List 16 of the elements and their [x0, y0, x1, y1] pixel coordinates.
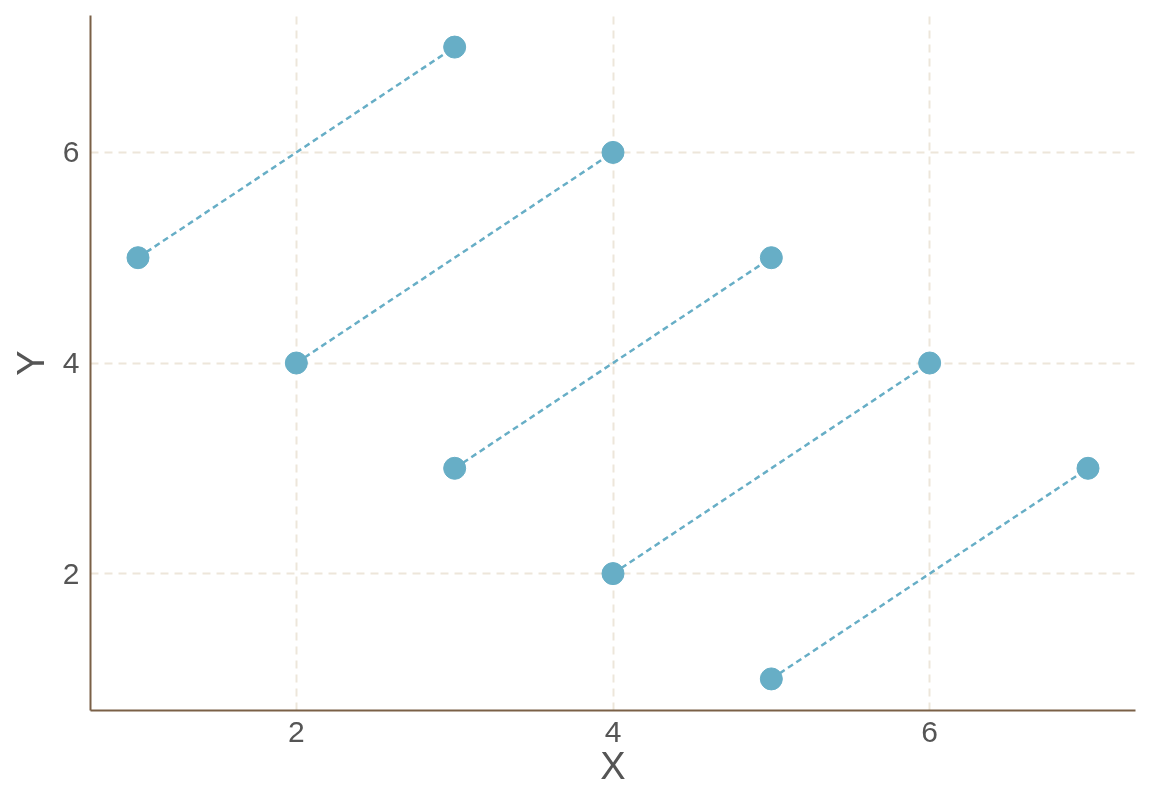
y-tick-label: 2 [62, 556, 80, 590]
point [918, 351, 942, 375]
point [759, 246, 783, 270]
point [443, 35, 467, 59]
point [1076, 456, 1100, 480]
y-tick-label: 4 [62, 346, 80, 379]
y-tick-label: 6 [62, 135, 80, 169]
point [601, 562, 625, 586]
point [443, 456, 467, 480]
point [601, 140, 625, 164]
x-tick-label: 6 [921, 714, 939, 748]
point [126, 246, 150, 270]
x-tick-label: 2 [287, 714, 305, 748]
point [759, 667, 783, 691]
y-axis-title: Y [9, 350, 52, 376]
point [284, 351, 308, 375]
